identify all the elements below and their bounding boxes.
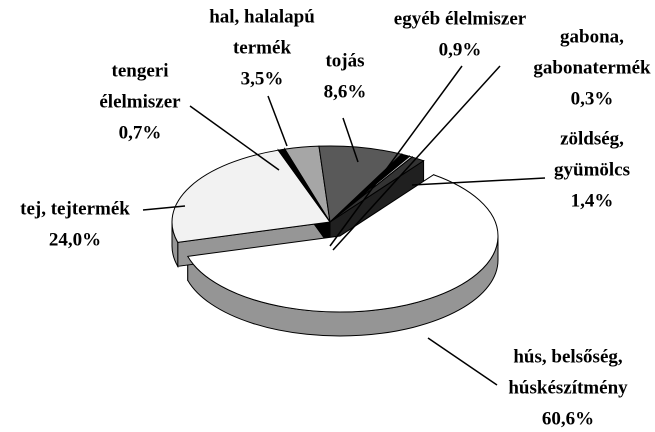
value-label: 24,0% <box>49 229 101 250</box>
slice-label: hal, halalapú <box>209 6 315 27</box>
leader-line <box>329 65 463 247</box>
slice <box>277 148 331 223</box>
value-label: 60,6% <box>542 408 594 429</box>
slice <box>186 174 499 313</box>
slice <box>171 149 331 243</box>
leader-line <box>427 337 498 386</box>
slice <box>318 145 403 224</box>
slice-label: egyéb élelmiszer <box>394 8 527 29</box>
slice-label: tej, tejtermék <box>20 198 130 219</box>
pie-tops <box>171 145 499 313</box>
value-label: 1,4% <box>571 190 614 211</box>
slice-label: termék <box>233 37 291 58</box>
leader-line <box>189 105 280 171</box>
leader-line <box>342 117 359 163</box>
leader-line <box>142 205 186 211</box>
value-label: 8,6% <box>324 81 367 102</box>
value-label: 0,7% <box>119 122 162 143</box>
leader-line <box>411 177 546 186</box>
slice-label: zöldség, <box>560 128 624 149</box>
slice <box>329 156 425 223</box>
slice-label: élelmiszer <box>99 91 181 112</box>
leader-line <box>267 95 288 147</box>
value-label: 0,9% <box>439 39 482 60</box>
slice-label: tengeri <box>112 60 169 81</box>
value-label: 0,3% <box>571 88 614 109</box>
slice-label: húskészítmény <box>508 377 628 398</box>
slice-label: gyümölcs <box>554 159 630 180</box>
leader-line <box>332 65 501 251</box>
slice-label: gabona, <box>560 26 624 47</box>
slice-label: gabonatermék <box>533 57 651 78</box>
slice-label: hús, belsőség, <box>513 346 623 367</box>
slice-label: tojás <box>325 50 364 71</box>
value-label: 3,5% <box>241 68 284 89</box>
